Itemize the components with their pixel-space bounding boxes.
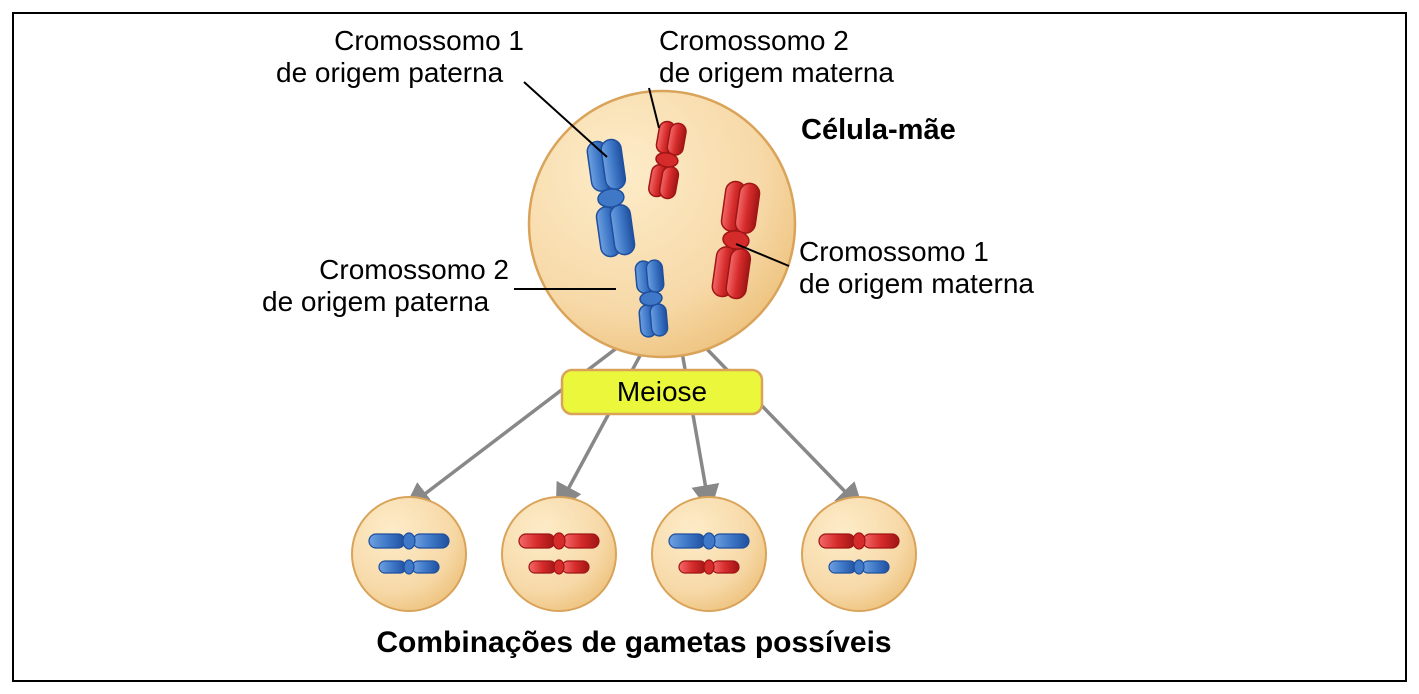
label-chrom1-maternal-l2: de origem materna: [799, 268, 1034, 300]
label-chrom2-maternal-l1: Cromossomo 2: [659, 25, 849, 57]
gamete-4: [802, 497, 916, 611]
gamete-1: [352, 497, 466, 611]
diagram-svg: [14, 14, 1409, 684]
label-gamete-combinations: Combinações de gametas possíveis: [14, 626, 1254, 661]
gamete-2: [502, 497, 616, 611]
label-mother-cell: Célula-mãe: [801, 114, 956, 147]
label-chrom1-maternal-l1: Cromossomo 1: [799, 236, 989, 268]
label-chrom2-paternal-l1: Cromossomo 2: [314, 254, 509, 286]
label-chrom1-paternal-l1: Cromossomo 1: [329, 25, 524, 57]
diagram-frame: Cromossomo 1 de origem paterna Cromossom…: [12, 12, 1407, 682]
label-chrom1-paternal-l2: de origem paterna: [276, 57, 503, 89]
mother-cell: [529, 91, 795, 357]
gamete-3: [652, 497, 766, 611]
label-meiosis: Meiose: [562, 376, 762, 408]
label-chrom2-paternal-l2: de origem paterna: [262, 286, 489, 318]
arrows-group: [409, 344, 859, 506]
label-chrom2-maternal-l2: de origem materna: [659, 57, 894, 89]
